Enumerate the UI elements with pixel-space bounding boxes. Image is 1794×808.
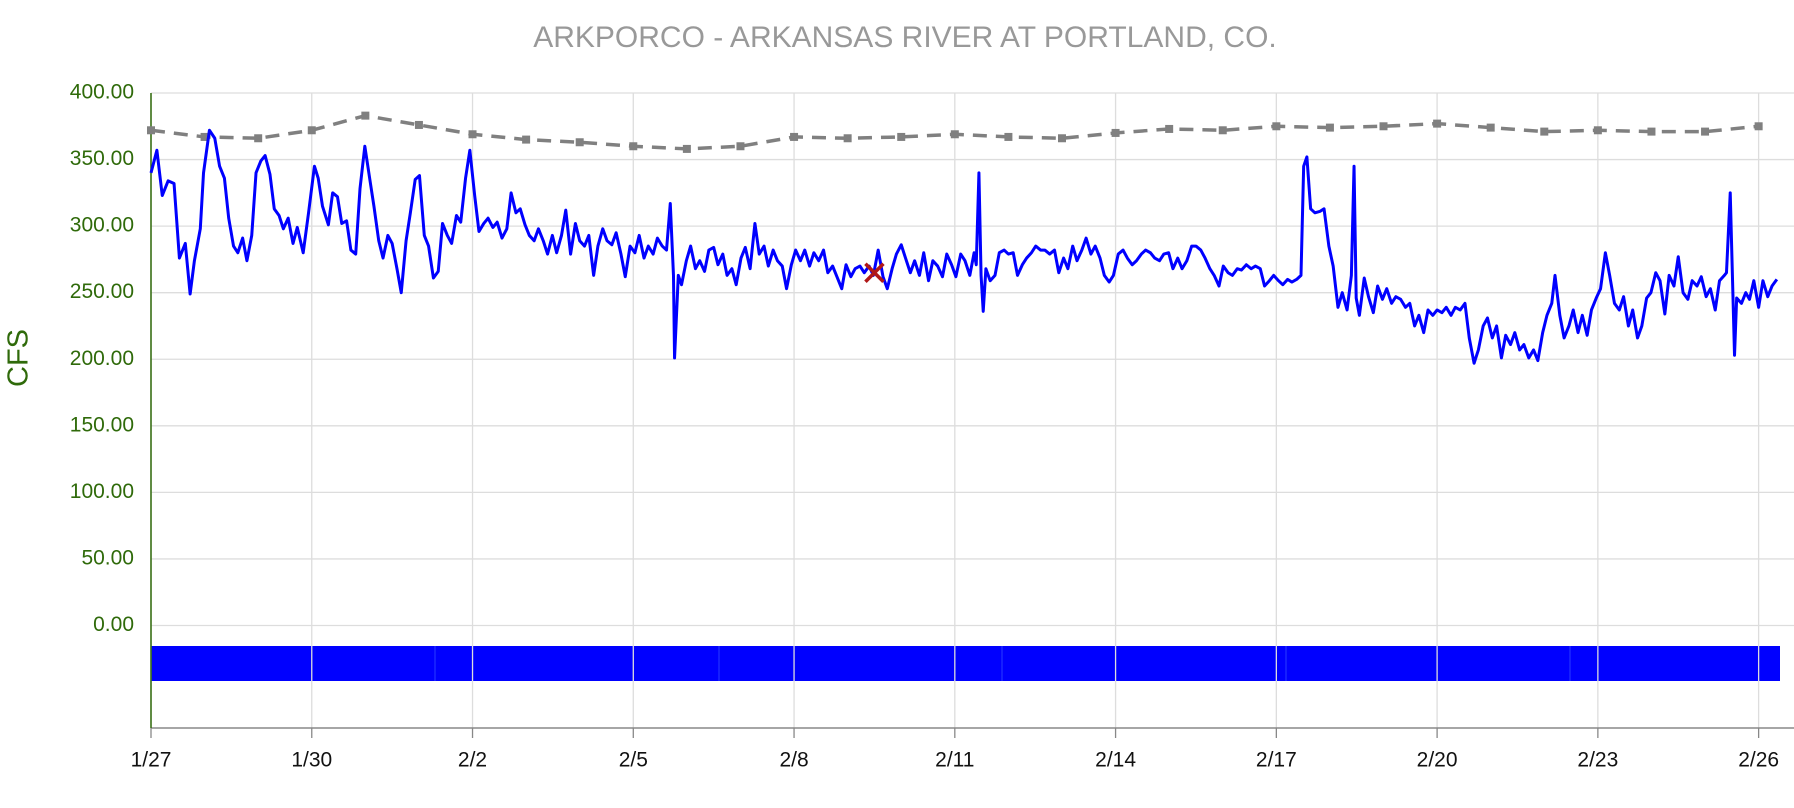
- point-marker: [1165, 124, 1174, 133]
- point-marker: [1486, 123, 1495, 132]
- point-marker: [200, 132, 209, 141]
- x-tick-label: 2/2: [458, 749, 487, 772]
- point-marker: [950, 130, 959, 139]
- point-marker: [1004, 132, 1013, 141]
- point-marker: [897, 132, 906, 141]
- point-marker: [1379, 122, 1388, 131]
- x-tick-label: 2/11: [935, 749, 974, 772]
- y-tick-label: 350.00: [70, 147, 134, 170]
- point-marker: [1057, 134, 1066, 143]
- point-marker: [1647, 127, 1656, 136]
- x-tick-label: 1/27: [131, 749, 172, 772]
- point-marker: [147, 126, 155, 135]
- series-line: [149, 128, 1779, 365]
- point-marker: [1272, 122, 1281, 131]
- y-tick-label: 50.00: [81, 546, 134, 569]
- point-marker: [1111, 128, 1120, 137]
- point-marker: [361, 111, 370, 120]
- y-tick-label: 400.00: [70, 81, 134, 104]
- point-marker: [522, 135, 531, 144]
- x-tick-label: 2/5: [619, 749, 648, 772]
- point-marker: [414, 120, 423, 129]
- point-marker: [575, 138, 584, 147]
- chart-title: ARKPORCO - ARKANSAS RIVER AT PORTLAND, C…: [533, 21, 1277, 54]
- point-marker: [843, 134, 852, 143]
- point-marker: [1218, 126, 1227, 135]
- point-marker: [1433, 119, 1442, 128]
- x-tick-label: 2/26: [1738, 749, 1779, 772]
- y-tick-label: 250.00: [70, 280, 134, 303]
- point-marker: [307, 126, 316, 135]
- point-marker: [1701, 127, 1710, 136]
- point-marker: [468, 130, 477, 139]
- point-marker: [790, 132, 799, 141]
- point-marker: [1325, 123, 1334, 132]
- x-tick-label: 2/20: [1417, 749, 1458, 772]
- y-axis-label: CFS: [3, 329, 35, 387]
- x-tick-label: 1/30: [291, 749, 332, 772]
- y-tick-label: 0.00: [93, 613, 134, 636]
- grid: [150, 92, 1794, 728]
- band: [151, 646, 1780, 681]
- point-marker: [864, 262, 885, 283]
- point-marker: [1593, 126, 1602, 135]
- point-marker: [736, 142, 745, 151]
- point-marker: [254, 134, 263, 143]
- y-tick-label: 300.00: [70, 214, 134, 237]
- x-tick-label: 2/8: [779, 749, 808, 772]
- x-tick-label: 2/14: [1095, 749, 1136, 772]
- point-marker: [682, 144, 691, 153]
- point-marker: [629, 142, 638, 151]
- y-tick-label: 200.00: [70, 347, 134, 370]
- x-tick-label: 2/17: [1256, 749, 1297, 772]
- y-tick-label: 100.00: [70, 480, 134, 503]
- y-tick-label: 150.00: [70, 413, 134, 436]
- availability-band: [151, 646, 1780, 681]
- x-tick-label: 2/23: [1577, 749, 1618, 772]
- point-marker: [1540, 127, 1549, 136]
- point-marker: [1754, 122, 1763, 131]
